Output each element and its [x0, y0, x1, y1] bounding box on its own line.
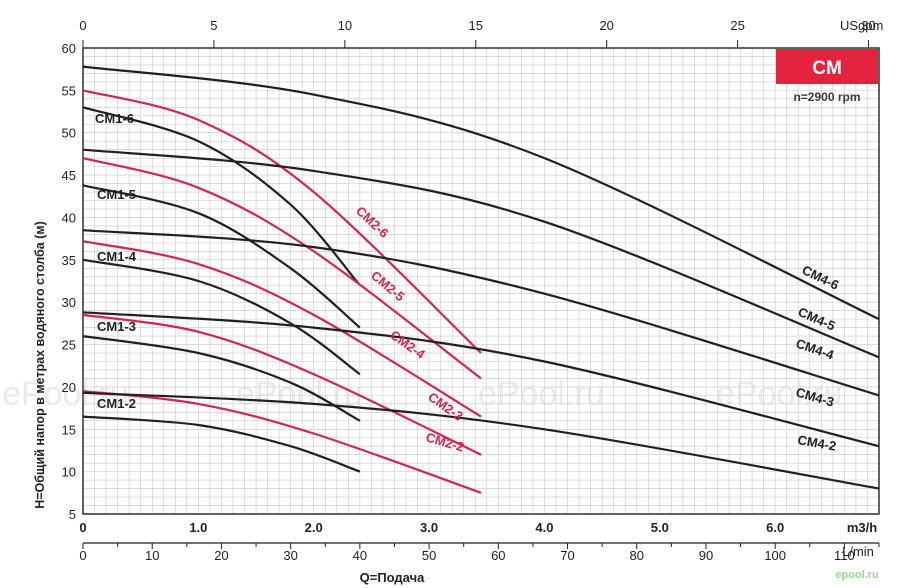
m3h-tick-label: 5.0 — [651, 520, 669, 535]
y-tick-label: 25 — [62, 338, 76, 353]
m3h-tick-label: 4.0 — [535, 520, 553, 535]
series-line-cm1-3 — [82, 335, 361, 422]
title-badge-box — [776, 49, 878, 84]
series-line-cm4-5 — [82, 148, 880, 359]
top-tick-label: 10 — [338, 18, 352, 33]
lmin-tick-label: 50 — [422, 548, 436, 563]
y-tick-label: 60 — [62, 41, 76, 56]
y-tick-label: 50 — [62, 126, 76, 141]
watermarks: ePool.ru ePool.ru ePool.ru ePool.ru — [2, 375, 843, 413]
series-line-cm2-6 — [82, 89, 482, 354]
top-tick-label: 0 — [79, 18, 86, 33]
series-line-cm1-5 — [82, 184, 361, 329]
series-label-cm1-2: CM1-2 — [97, 396, 136, 411]
m3h-tick-label: 2.0 — [305, 520, 323, 535]
series-label-cm4-4: CM4-4 — [794, 336, 836, 363]
lmin-tick-label: 100 — [764, 548, 786, 563]
lmin-tick-label: 90 — [699, 548, 713, 563]
series-line-cm2-3 — [82, 313, 482, 456]
series-line-cm4-3 — [82, 311, 880, 448]
m3h-tick-label: 6.0 — [766, 520, 784, 535]
y-tick-label: 35 — [62, 253, 76, 268]
series-label-cm1-4: CM1-4 — [97, 249, 137, 264]
m3h-unit-label: m3/h — [847, 520, 877, 535]
series-line-cm2-5 — [82, 157, 482, 380]
series-label-cm1-5: CM1-5 — [97, 187, 136, 202]
y-tick-label: 40 — [62, 210, 76, 225]
series-line-cm4-6 — [82, 65, 880, 321]
series-line-cm2-4 — [82, 240, 482, 418]
lmin-tick-label: 10 — [145, 548, 159, 563]
series-label-cm1-6: CM1-6 — [95, 111, 134, 126]
top-tick-label: 15 — [469, 18, 483, 33]
m3h-tick-label: 3.0 — [420, 520, 438, 535]
x-axis-label: Q=Подача — [360, 570, 426, 585]
y-tick-label: 30 — [62, 295, 76, 310]
plot-frame — [82, 47, 880, 515]
series-label-cm4-2: CM4-2 — [796, 432, 837, 454]
series-label-cm1-3: CM1-3 — [97, 319, 136, 334]
y-tick-label: 10 — [62, 465, 76, 480]
top-tick-label: 20 — [599, 18, 613, 33]
lmin-tick-label: 80 — [630, 548, 644, 563]
chart-grid — [82, 47, 880, 515]
series-label-cm4-6: CM4-6 — [800, 262, 842, 293]
lmin-tick-label: 110 — [834, 548, 855, 563]
series-line-cm4-4 — [82, 229, 880, 397]
series-line-cm1-4 — [82, 258, 361, 376]
lmin-tick-label: 0 — [79, 548, 86, 563]
lmin-tick-label: 70 — [560, 548, 574, 563]
series-label-cm2-2: CM2-2 — [424, 429, 466, 454]
top-tick-label: 30 — [861, 18, 875, 33]
top-unit-label: USgpm — [840, 18, 883, 33]
lmin-tick-label: 20 — [214, 548, 228, 563]
top-tick-label: 5 — [210, 18, 217, 33]
y-tick-label: 5 — [69, 507, 76, 522]
series-line-cm2-2 — [82, 390, 482, 494]
top-tick-label: 25 — [730, 18, 744, 33]
chart-title: CM — [812, 58, 842, 79]
m3h-tick-label: 0 — [79, 520, 86, 535]
watermark-text: ePool.ru — [716, 375, 843, 413]
y-tick-label: 20 — [62, 380, 76, 395]
watermark-text: ePool.ru — [478, 375, 605, 413]
y-tick-label: 15 — [62, 422, 76, 437]
chart-subtitle: n=2900 rpm — [793, 90, 860, 104]
logo-text: epool.ru — [835, 569, 878, 581]
lmin-tick-label: 60 — [491, 548, 505, 563]
title-badge: CM n=2900 rpm — [776, 49, 878, 104]
y-tick-label: 55 — [62, 83, 76, 98]
m3h-tick-label: 1.0 — [189, 520, 207, 535]
lmin-unit-label: L/min — [842, 544, 874, 559]
y-tick-label: 45 — [62, 168, 76, 183]
series-line-cm1-2 — [82, 415, 361, 473]
series-label-cm4-5: CM4-5 — [796, 304, 838, 334]
series-lines — [82, 65, 880, 494]
y-axis-label: H=Общий напор в метрах водяного столба (… — [33, 221, 47, 509]
series-line-cm4-2 — [82, 391, 880, 490]
lmin-tick-label: 30 — [283, 548, 297, 563]
lmin-tick-label: 40 — [353, 548, 367, 563]
